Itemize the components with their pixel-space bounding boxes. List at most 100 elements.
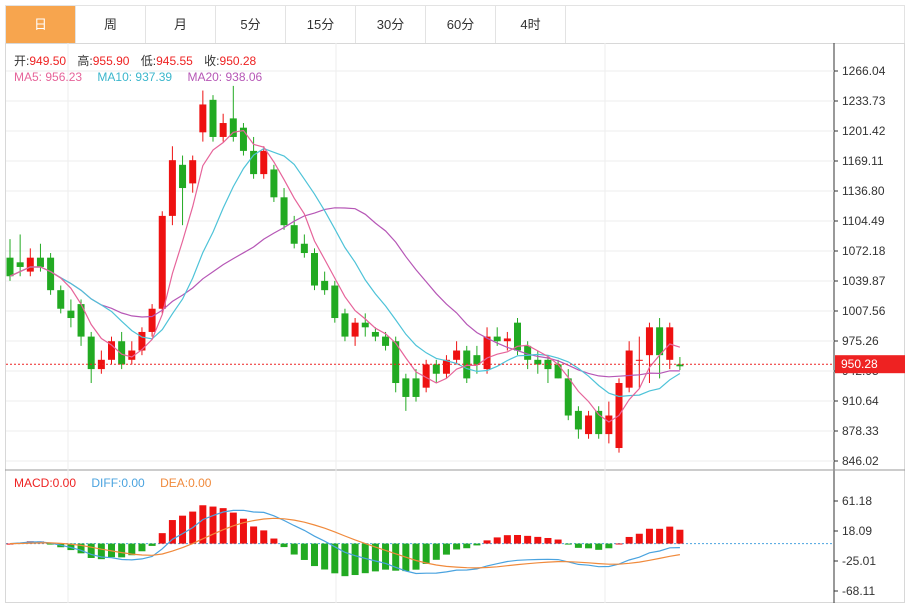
candle-down	[87, 336, 95, 370]
high-label: 高:	[77, 54, 93, 68]
macd-bar-negative	[605, 543, 613, 549]
ma-info: MA5: 956.23 MA10: 937.39 MA20: 938.06	[14, 70, 264, 84]
macd-bar-positive	[534, 536, 542, 544]
candle-down	[595, 410, 603, 435]
macd-tick-label: 61.18	[842, 494, 872, 508]
macd-value: 0.00	[52, 476, 77, 490]
ma20-label: MA20:	[187, 70, 226, 84]
macd-bar-negative	[280, 543, 288, 548]
diff-value: 0.00	[121, 476, 145, 490]
candle-down	[239, 127, 247, 151]
candle-down	[300, 243, 308, 254]
tab-week[interactable]: 周	[76, 6, 146, 43]
diff-label: DIFF:	[91, 476, 122, 490]
candle-up	[219, 123, 227, 137]
candle-down	[412, 378, 420, 397]
macd-bar-positive	[209, 506, 217, 544]
tab-5min[interactable]: 5分	[216, 6, 286, 43]
tab-4hour[interactable]: 4时	[496, 6, 566, 43]
tab-15min[interactable]: 15分	[286, 6, 356, 43]
macd-tick-label: -25.01	[842, 554, 876, 568]
macd-bar-positive	[483, 540, 491, 544]
candle-up	[625, 350, 633, 388]
candle-up	[128, 350, 136, 360]
candle-down	[656, 327, 664, 356]
price-tick-label: 878.33	[842, 424, 879, 438]
macd-bar-positive	[544, 537, 552, 544]
high-value: 955.90	[92, 54, 130, 68]
macd-bar-negative	[442, 543, 450, 555]
macd-info: MACD:0.00 DIFF:0.00 DEA:0.00	[14, 476, 213, 490]
candle-up	[148, 308, 156, 332]
macd-bar-negative	[422, 543, 430, 564]
tab-month[interactable]: 月	[146, 6, 216, 43]
candle-up	[422, 364, 430, 388]
macd-bar-positive	[260, 530, 268, 544]
tab-day[interactable]: 日	[6, 6, 76, 43]
macd-label: MACD:	[14, 476, 53, 490]
macd-bar-negative	[47, 543, 55, 545]
close-label: 收:	[204, 54, 220, 68]
macd-bar-positive	[625, 536, 633, 544]
macd-bar-negative	[463, 543, 471, 549]
ma5-label: MA5:	[14, 70, 46, 84]
macd-bar-negative	[290, 543, 298, 555]
candle-down	[574, 410, 582, 430]
ma10-value: 937.39	[135, 70, 173, 84]
candle-up	[645, 327, 653, 356]
macd-bar-positive	[168, 520, 176, 544]
candle-down	[564, 378, 572, 416]
macd-bar-negative	[564, 543, 572, 545]
price-tick-label: 910.64	[842, 394, 879, 408]
macd-bar-positive	[524, 535, 532, 544]
ma10-line	[9, 147, 681, 398]
macd-bar-positive	[229, 512, 237, 544]
candle-up	[97, 359, 105, 370]
candle-down	[361, 322, 369, 328]
macd-bar-negative	[453, 543, 461, 550]
macd-bar-positive	[554, 539, 562, 544]
candle-down	[402, 378, 410, 397]
price-tick-label: 1007.56	[842, 304, 886, 318]
candle-down	[514, 322, 521, 351]
candle-down	[554, 364, 562, 379]
macd-bar-positive	[666, 526, 674, 544]
candle-down	[36, 257, 44, 267]
price-tick-label: 975.26	[842, 334, 879, 348]
dea-value: 0.00	[188, 476, 212, 490]
macd-bar-positive	[676, 529, 684, 544]
macd-tick-label: 18.09	[842, 524, 872, 538]
tab-30min[interactable]: 30分	[356, 6, 426, 43]
candle-down	[67, 310, 75, 319]
candle-down	[432, 364, 440, 374]
ma20-value: 938.06	[225, 70, 263, 84]
macd-bar-negative	[412, 543, 420, 570]
macd-bar-negative	[473, 543, 481, 546]
candle-down	[250, 150, 258, 175]
period-tabs: 日 周 月 5分 15分 30分 60分 4时	[5, 5, 905, 43]
open-value: 949.50	[29, 54, 67, 68]
candle-up	[635, 359, 643, 361]
macd-bar-negative	[77, 543, 85, 554]
candle-up	[138, 331, 146, 351]
price-tick-label: 1039.87	[842, 274, 886, 288]
candle-down	[6, 257, 14, 277]
candle-up	[503, 338, 511, 342]
macd-bar-negative	[382, 543, 390, 570]
macd-bar-positive	[635, 533, 643, 544]
macd-bar-negative	[118, 543, 126, 558]
candle-down	[270, 169, 278, 198]
macd-bar-negative	[351, 543, 359, 576]
candle-up	[26, 257, 34, 272]
candle-down	[473, 355, 481, 365]
macd-bar-negative	[87, 543, 95, 558]
macd-bar-positive	[219, 508, 227, 544]
candle-down	[47, 257, 55, 291]
price-tick-label: 1201.42	[842, 124, 886, 138]
candle-up	[260, 150, 268, 175]
price-tick-label: 1136.80	[842, 184, 885, 198]
candle-down	[331, 285, 339, 319]
tab-60min[interactable]: 60分	[426, 6, 496, 43]
candle-up	[158, 215, 166, 309]
